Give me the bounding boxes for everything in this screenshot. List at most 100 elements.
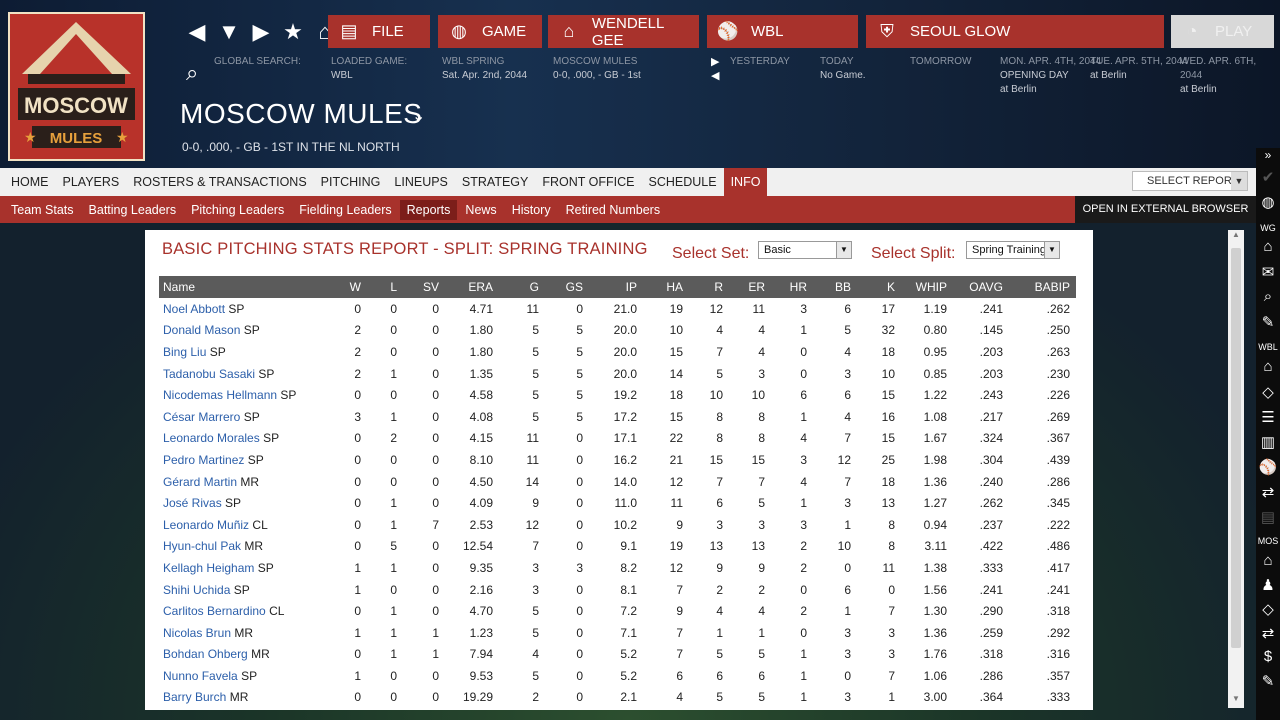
player-name-link[interactable]: Leonardo Muñiz [163,517,250,532]
subnav-item-history[interactable]: History [511,202,551,217]
player-name-link[interactable]: Nicolas Brun [163,625,232,640]
column-header-oavg[interactable]: OAVG [969,280,1003,294]
nav-item-info[interactable]: INFO [723,168,768,196]
wrench-icon[interactable]: ✎ [1261,673,1275,690]
player-name-link[interactable]: Leonardo Morales [163,431,260,446]
dropdown-arrow-icon[interactable]: ▼ [218,19,240,44]
play-button[interactable]: ◔ PLAY [1171,15,1274,48]
column-header-gs[interactable]: GS [565,280,583,294]
next-day-icon[interactable]: ▶ [711,56,720,68]
scroll-down-icon[interactable]: ▼ [1232,694,1240,703]
tuesday-info[interactable]: TUE. APR. 5TH, 2044 at Berlin [1090,55,1188,83]
monday-info[interactable]: MON. APR. 4TH, 2044 OPENING DAY at Berli… [1000,55,1101,97]
nav-item-pitching[interactable]: PITCHING [320,175,381,189]
table-row[interactable]: Carlitos Bernardino CL 0 1 0 4.70 5 0 7.2 9 4 4 2 1 7… [159,600,1076,622]
player-name-link[interactable]: Donald Mason [163,323,241,338]
home-icon[interactable]: ⌂ [1263,238,1273,255]
table-row[interactable]: Shihi Uchida SP 1 0 0 2.16 3 0 8.1 7 2 2 0 6 0 1.56 .24… [159,579,1076,601]
column-header-era[interactable]: ERA [468,280,493,294]
manager-button[interactable]: ⌂ WENDELL GEE [548,15,699,49]
home-icon[interactable]: ⌂ [1263,358,1273,375]
player-name-link[interactable]: Nunno Favela [163,668,238,683]
player-name-link[interactable]: José Rivas [163,496,222,511]
transfer-icon[interactable]: ⇄ [1261,625,1275,642]
checkmark-icon[interactable]: ✔ [1261,169,1275,186]
prev-day-icon[interactable]: ◀ [711,70,720,82]
select-report-dropdown[interactable]: SELECT REPORT ▼ [1132,171,1248,191]
player-name-link[interactable]: Hyun-chul Pak [163,539,242,554]
column-header-sv[interactable]: SV [422,280,439,294]
column-header-ip[interactable]: IP [625,280,637,294]
yesterday-info[interactable]: YESTERDAY [730,55,790,69]
team-name[interactable]: MOSCOW MULES [180,98,423,129]
subnav-item-team-stats[interactable]: Team Stats [11,202,74,217]
mail-icon[interactable]: ✉ [1261,264,1275,281]
table-row[interactable]: Bing Liu SP 2 0 0 1.80 5 5 20.0 15 7 4 0 4 18 0.95 .203… [159,341,1076,363]
nav-item-rosters-transactions[interactable]: ROSTERS & TRANSACTIONS [133,175,307,189]
forward-arrow-icon[interactable]: ▶ [252,19,270,44]
table-row[interactable]: Nunno Favela SP 1 0 0 9.53 5 0 5.2 6 6 6 1 0 7 1.06 .28… [159,665,1076,687]
diamond-icon[interactable]: ◇ [1262,384,1274,401]
wrench-icon[interactable]: ✎ [1261,314,1275,331]
player-name-link[interactable]: Gérard Martin [163,474,238,489]
player-name-link[interactable]: Shihi Uchida [163,582,231,597]
table-row[interactable]: Kellagh Heigham SP 1 1 0 9.35 3 3 8.2 12 9 9 2 0 11 1.… [159,557,1076,579]
select-split-dropdown[interactable]: Spring Training ▼ [966,241,1060,259]
subnav-item-reports[interactable]: Reports [399,199,458,220]
column-header-hr[interactable]: HR [789,280,807,294]
column-header-bb[interactable]: BB [834,280,851,294]
select-set-dropdown[interactable]: Basic ▼ [758,241,852,259]
table-row[interactable]: Nicolas Brun MR 1 1 1 1.23 5 0 7.1 7 1 1 0 3 3 1.36 .25… [159,622,1076,644]
player-name-link[interactable]: César Marrero [163,409,241,424]
player-name-link[interactable]: Kellagh Heigham [163,560,255,575]
table-row[interactable]: Pedro Martinez SP 0 0 0 8.10 11 0 16.2 21 15 15 3 12… [159,449,1076,471]
scrollbar-thumb[interactable] [1231,248,1241,648]
nav-item-strategy[interactable]: STRATEGY [461,175,529,189]
chevron-down-icon[interactable]: ⌄ [412,108,426,125]
column-header-babip[interactable]: BABIP [1034,280,1070,294]
game-button[interactable]: ◍ GAME [438,15,542,48]
table-row[interactable]: Bohdan Ohberg MR 0 1 1 7.94 4 0 5.2 7 5 5 1 3 3 1.76 .3… [159,643,1076,666]
table-row[interactable]: César Marrero SP 3 1 0 4.08 5 5 17.2 15 8 8 1 4 16 1.0… [159,406,1076,428]
home-icon[interactable]: ⌂ [1263,552,1273,569]
nav-item-lineups[interactable]: LINEUPS [394,175,448,189]
table-row[interactable]: Gérard Martin MR 0 0 0 4.50 14 0 14.0 12 7 7 4 7 18 1.… [159,470,1076,493]
column-header-r[interactable]: R [714,280,723,294]
globe-icon[interactable]: ◍ [1261,194,1275,211]
subnav-item-pitching-leaders[interactable]: Pitching Leaders [191,202,285,217]
tomorrow-info[interactable]: TOMORROW [910,55,971,69]
opponent-button[interactable]: ⛨ SEOUL GLOW [866,15,1164,48]
table-row[interactable]: Leonardo Muñiz CL 0 1 7 2.53 12 0 10.2 9 3 3 3 1 8 0.9… [159,513,1076,536]
column-header-name[interactable]: Name [163,280,196,294]
subnav-item-batting-leaders[interactable]: Batting Leaders [88,202,177,217]
table-row[interactable]: Leonardo Morales SP 0 2 0 4.15 11 0 17.1 22 8 8 4 7 1… [159,427,1076,450]
column-header-g[interactable]: G [529,280,539,294]
search-icon[interactable]: ⌕ [1263,288,1273,305]
scroll-up-icon[interactable]: ▲ [1232,230,1240,239]
column-header-w[interactable]: W [349,280,361,294]
column-header-whip[interactable]: WHIP [915,280,947,294]
table-row[interactable]: Hyun-chul Pak MR 0 5 0 12.54 7 0 9.1 19 13 13 2 10 8 3… [159,536,1076,558]
table-row[interactable]: Noel Abbott SP 0 0 0 4.71 11 0 21.0 19 12 11 3 6 17 1.… [159,298,1076,320]
search-icon[interactable]: ⌕ [186,60,199,85]
nav-item-front-office[interactable]: FRONT OFFICE [542,175,635,189]
table-row[interactable]: Nicodemas Hellmann SP 0 0 0 4.58 5 5 19.2 18 10 10… [159,384,1076,406]
subnav-item-news[interactable]: News [465,202,497,217]
wednesday-info[interactable]: WED. APR. 6TH, 2044 at Berlin [1180,55,1280,97]
bar-chart-icon[interactable]: ▥ [1260,434,1276,451]
column-header-er[interactable]: ER [748,280,765,294]
table-row[interactable]: Tadanobu Sasaki SP 2 1 0 1.35 5 5 20.0 14 5 3 0 3 10 0… [159,363,1076,385]
vertical-scrollbar[interactable]: ▲ ▼ [1228,230,1244,708]
nav-item-schedule[interactable]: SCHEDULE [648,175,717,189]
player-name-link[interactable]: Bohdan Ohberg [163,647,248,662]
subnav-item-retired-numbers[interactable]: Retired Numbers [565,202,661,217]
expand-icon[interactable]: » [1264,148,1272,162]
open-external-browser-button[interactable]: OPEN IN EXTERNAL BROWSER [1075,196,1256,223]
list-icon[interactable]: ☰ [1261,409,1275,426]
nav-item-home[interactable]: HOME [11,175,49,189]
player-name-link[interactable]: Tadanobu Sasaki [163,366,256,381]
league-button[interactable]: ⚾ WBL [707,15,858,48]
table-row[interactable]: José Rivas SP 0 1 0 4.09 9 0 11.0 11 6 5 1 3 13 1.27.2… [159,492,1076,514]
table-row[interactable]: Donald Mason SP 2 0 0 1.80 5 5 20.0 10 4 4 1 5 32 0.80… [159,320,1076,342]
back-arrow-icon[interactable]: ◀ [188,19,206,44]
